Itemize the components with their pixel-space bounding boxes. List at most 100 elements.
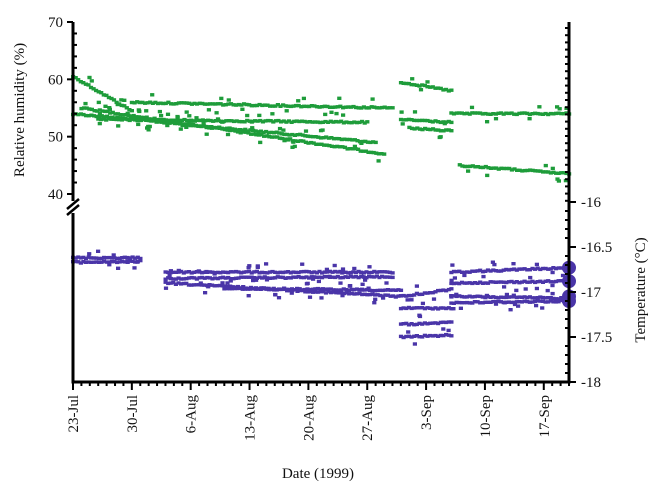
data-point (401, 306, 406, 310)
data-point (271, 120, 276, 124)
data-point (359, 141, 364, 145)
data-point (108, 111, 113, 115)
data-point (133, 256, 138, 260)
data-point (122, 117, 127, 121)
data-point (192, 276, 197, 280)
data-point (243, 127, 248, 132)
data-point (325, 104, 330, 109)
data-point (543, 163, 548, 168)
data-point (168, 269, 173, 273)
data-point (412, 334, 417, 338)
data-point (89, 256, 94, 260)
data-point (293, 275, 299, 279)
data-point (472, 300, 477, 304)
data-point (509, 300, 514, 305)
data-point (317, 275, 322, 279)
data-point (264, 262, 269, 266)
data-point (349, 291, 354, 296)
data-point (225, 281, 230, 285)
data-point (295, 133, 300, 137)
data-point (509, 295, 514, 299)
data-point (89, 260, 94, 264)
data-point (99, 91, 104, 95)
data-point (163, 101, 168, 106)
data-point (275, 275, 280, 279)
data-point (465, 164, 470, 169)
data-point (540, 295, 545, 300)
data-point (179, 277, 184, 281)
data-point (252, 270, 257, 274)
data-point (517, 267, 522, 271)
data-point (225, 132, 231, 137)
data-point (369, 150, 374, 155)
data-point (548, 299, 553, 303)
data-point (371, 150, 376, 155)
data-point (491, 299, 496, 304)
data-point (106, 95, 111, 100)
data-point (390, 275, 395, 280)
data-point (198, 281, 203, 285)
data-point (373, 140, 378, 145)
data-point (303, 134, 308, 138)
x-tick-label: 13-Aug (243, 395, 259, 441)
data-point (433, 119, 438, 123)
data-point (312, 104, 317, 108)
data-point (414, 334, 419, 338)
data-point (230, 128, 235, 132)
data-point (472, 111, 477, 115)
data-point (369, 270, 374, 275)
data-point (401, 335, 406, 340)
data-point (94, 260, 99, 264)
data-point (308, 288, 313, 292)
data-point (316, 279, 321, 284)
data-point (398, 306, 404, 311)
data-point (298, 132, 303, 137)
data-point (329, 144, 335, 148)
data-point (320, 105, 325, 109)
data-point (467, 270, 472, 274)
right-tick-label: -16.5 (581, 240, 612, 256)
data-point (398, 322, 404, 326)
axis-break-mark (66, 198, 80, 210)
data-point (308, 134, 313, 139)
data-point (140, 100, 145, 105)
data-point (194, 277, 199, 281)
data-point (150, 93, 155, 97)
data-point (86, 83, 91, 87)
data-point (205, 102, 210, 106)
data-point (550, 291, 555, 296)
data-point (220, 127, 225, 131)
data-point (89, 107, 94, 112)
data-point (430, 127, 436, 131)
data-point (344, 288, 349, 292)
data-point (330, 105, 335, 109)
left-tick-label: 70 (48, 15, 63, 31)
data-point (313, 135, 318, 139)
data-point (446, 320, 451, 324)
data-point (99, 256, 104, 261)
data-point (99, 114, 104, 118)
data-point (553, 300, 559, 304)
data-point (325, 270, 330, 274)
data-point (357, 120, 362, 125)
data-point (420, 292, 425, 296)
data-point (499, 280, 504, 284)
x-axis-title: Date (1999) (282, 466, 354, 482)
data-point (319, 296, 324, 300)
data-point (115, 102, 120, 107)
data-point (379, 152, 384, 156)
data-point (339, 291, 344, 295)
data-point (151, 118, 156, 123)
data-point (280, 270, 286, 275)
data-point (132, 118, 137, 122)
data-point (519, 295, 525, 299)
data-point (444, 128, 449, 132)
data-point (441, 333, 446, 338)
data-point (281, 119, 286, 123)
data-point (79, 106, 84, 111)
data-point (179, 269, 184, 274)
data-point (112, 256, 117, 260)
data-point (535, 299, 540, 303)
data-point (244, 275, 249, 279)
data-point (263, 119, 268, 123)
